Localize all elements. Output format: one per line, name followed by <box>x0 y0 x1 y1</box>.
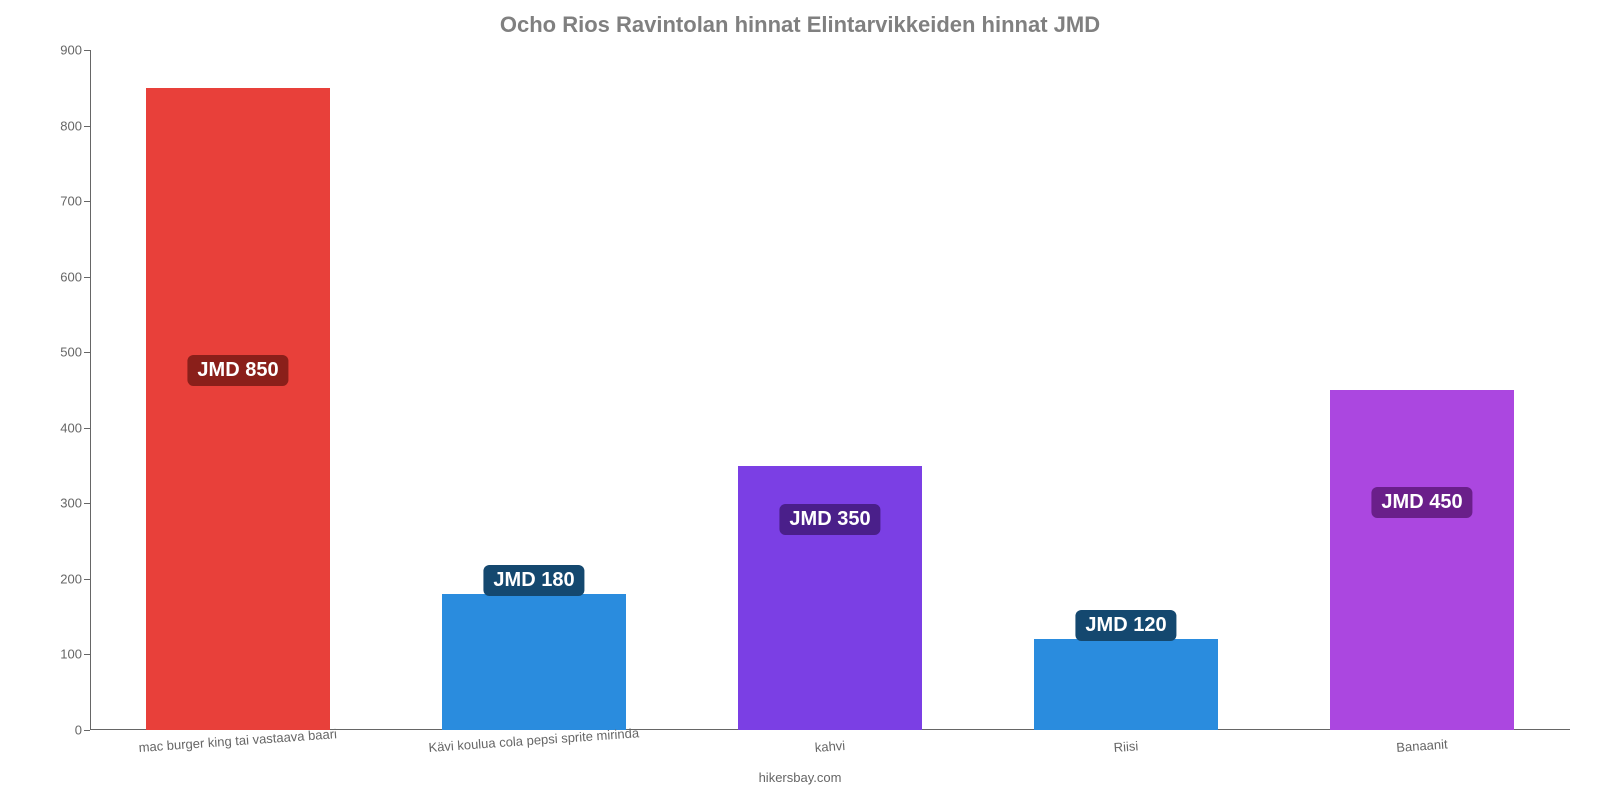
y-tick-label: 500 <box>60 345 90 360</box>
x-axis-category-label: kahvi <box>814 738 845 755</box>
bar-value-badge: JMD 350 <box>779 504 880 535</box>
x-axis-category-label: Riisi <box>1113 738 1139 755</box>
bars-area: JMD 850 JMD 180 JMD 350 JMD 120 JMD 450 <box>90 50 1570 730</box>
x-label-slot: Riisi <box>978 736 1274 776</box>
y-tick-label: 300 <box>60 496 90 511</box>
y-tick-label: 0 <box>75 723 90 738</box>
bar-slot: JMD 350 <box>682 50 978 730</box>
bar <box>146 88 330 730</box>
bar-value-badge: JMD 180 <box>483 565 584 596</box>
bar-slot: JMD 120 <box>978 50 1274 730</box>
bar <box>1034 639 1218 730</box>
bar-value-badge: JMD 450 <box>1371 487 1472 518</box>
price-bar-chart: Ocho Rios Ravintolan hinnat Elintarvikke… <box>0 0 1600 800</box>
bar-slot: JMD 180 <box>386 50 682 730</box>
x-label-slot: Kävi koulua cola pepsi sprite mirinda <box>386 736 682 776</box>
bar-value-badge: JMD 850 <box>187 355 288 386</box>
y-tick-label: 900 <box>60 43 90 58</box>
bar <box>1330 390 1514 730</box>
plot-area: 0100200300400500600700800900 JMD 850JMD … <box>90 50 1570 730</box>
x-label-slot: mac burger king tai vastaava baari <box>90 736 386 776</box>
bar <box>442 594 626 730</box>
x-label-slot: Banaanit <box>1274 736 1570 776</box>
x-axis-category-label: mac burger king tai vastaava baari <box>138 726 337 755</box>
chart-title: Ocho Rios Ravintolan hinnat Elintarvikke… <box>0 0 1600 38</box>
bar-value-badge: JMD 120 <box>1075 610 1176 641</box>
bar-slot: JMD 850 <box>90 50 386 730</box>
y-tick-label: 600 <box>60 269 90 284</box>
x-axis-category-label: Banaanit <box>1396 736 1448 755</box>
y-tick-label: 100 <box>60 647 90 662</box>
y-tick-label: 800 <box>60 118 90 133</box>
y-tick-label: 700 <box>60 194 90 209</box>
y-tick-label: 200 <box>60 571 90 586</box>
bar-slot: JMD 450 <box>1274 50 1570 730</box>
y-tick-label: 400 <box>60 420 90 435</box>
attribution-text: hikersbay.com <box>759 770 842 785</box>
